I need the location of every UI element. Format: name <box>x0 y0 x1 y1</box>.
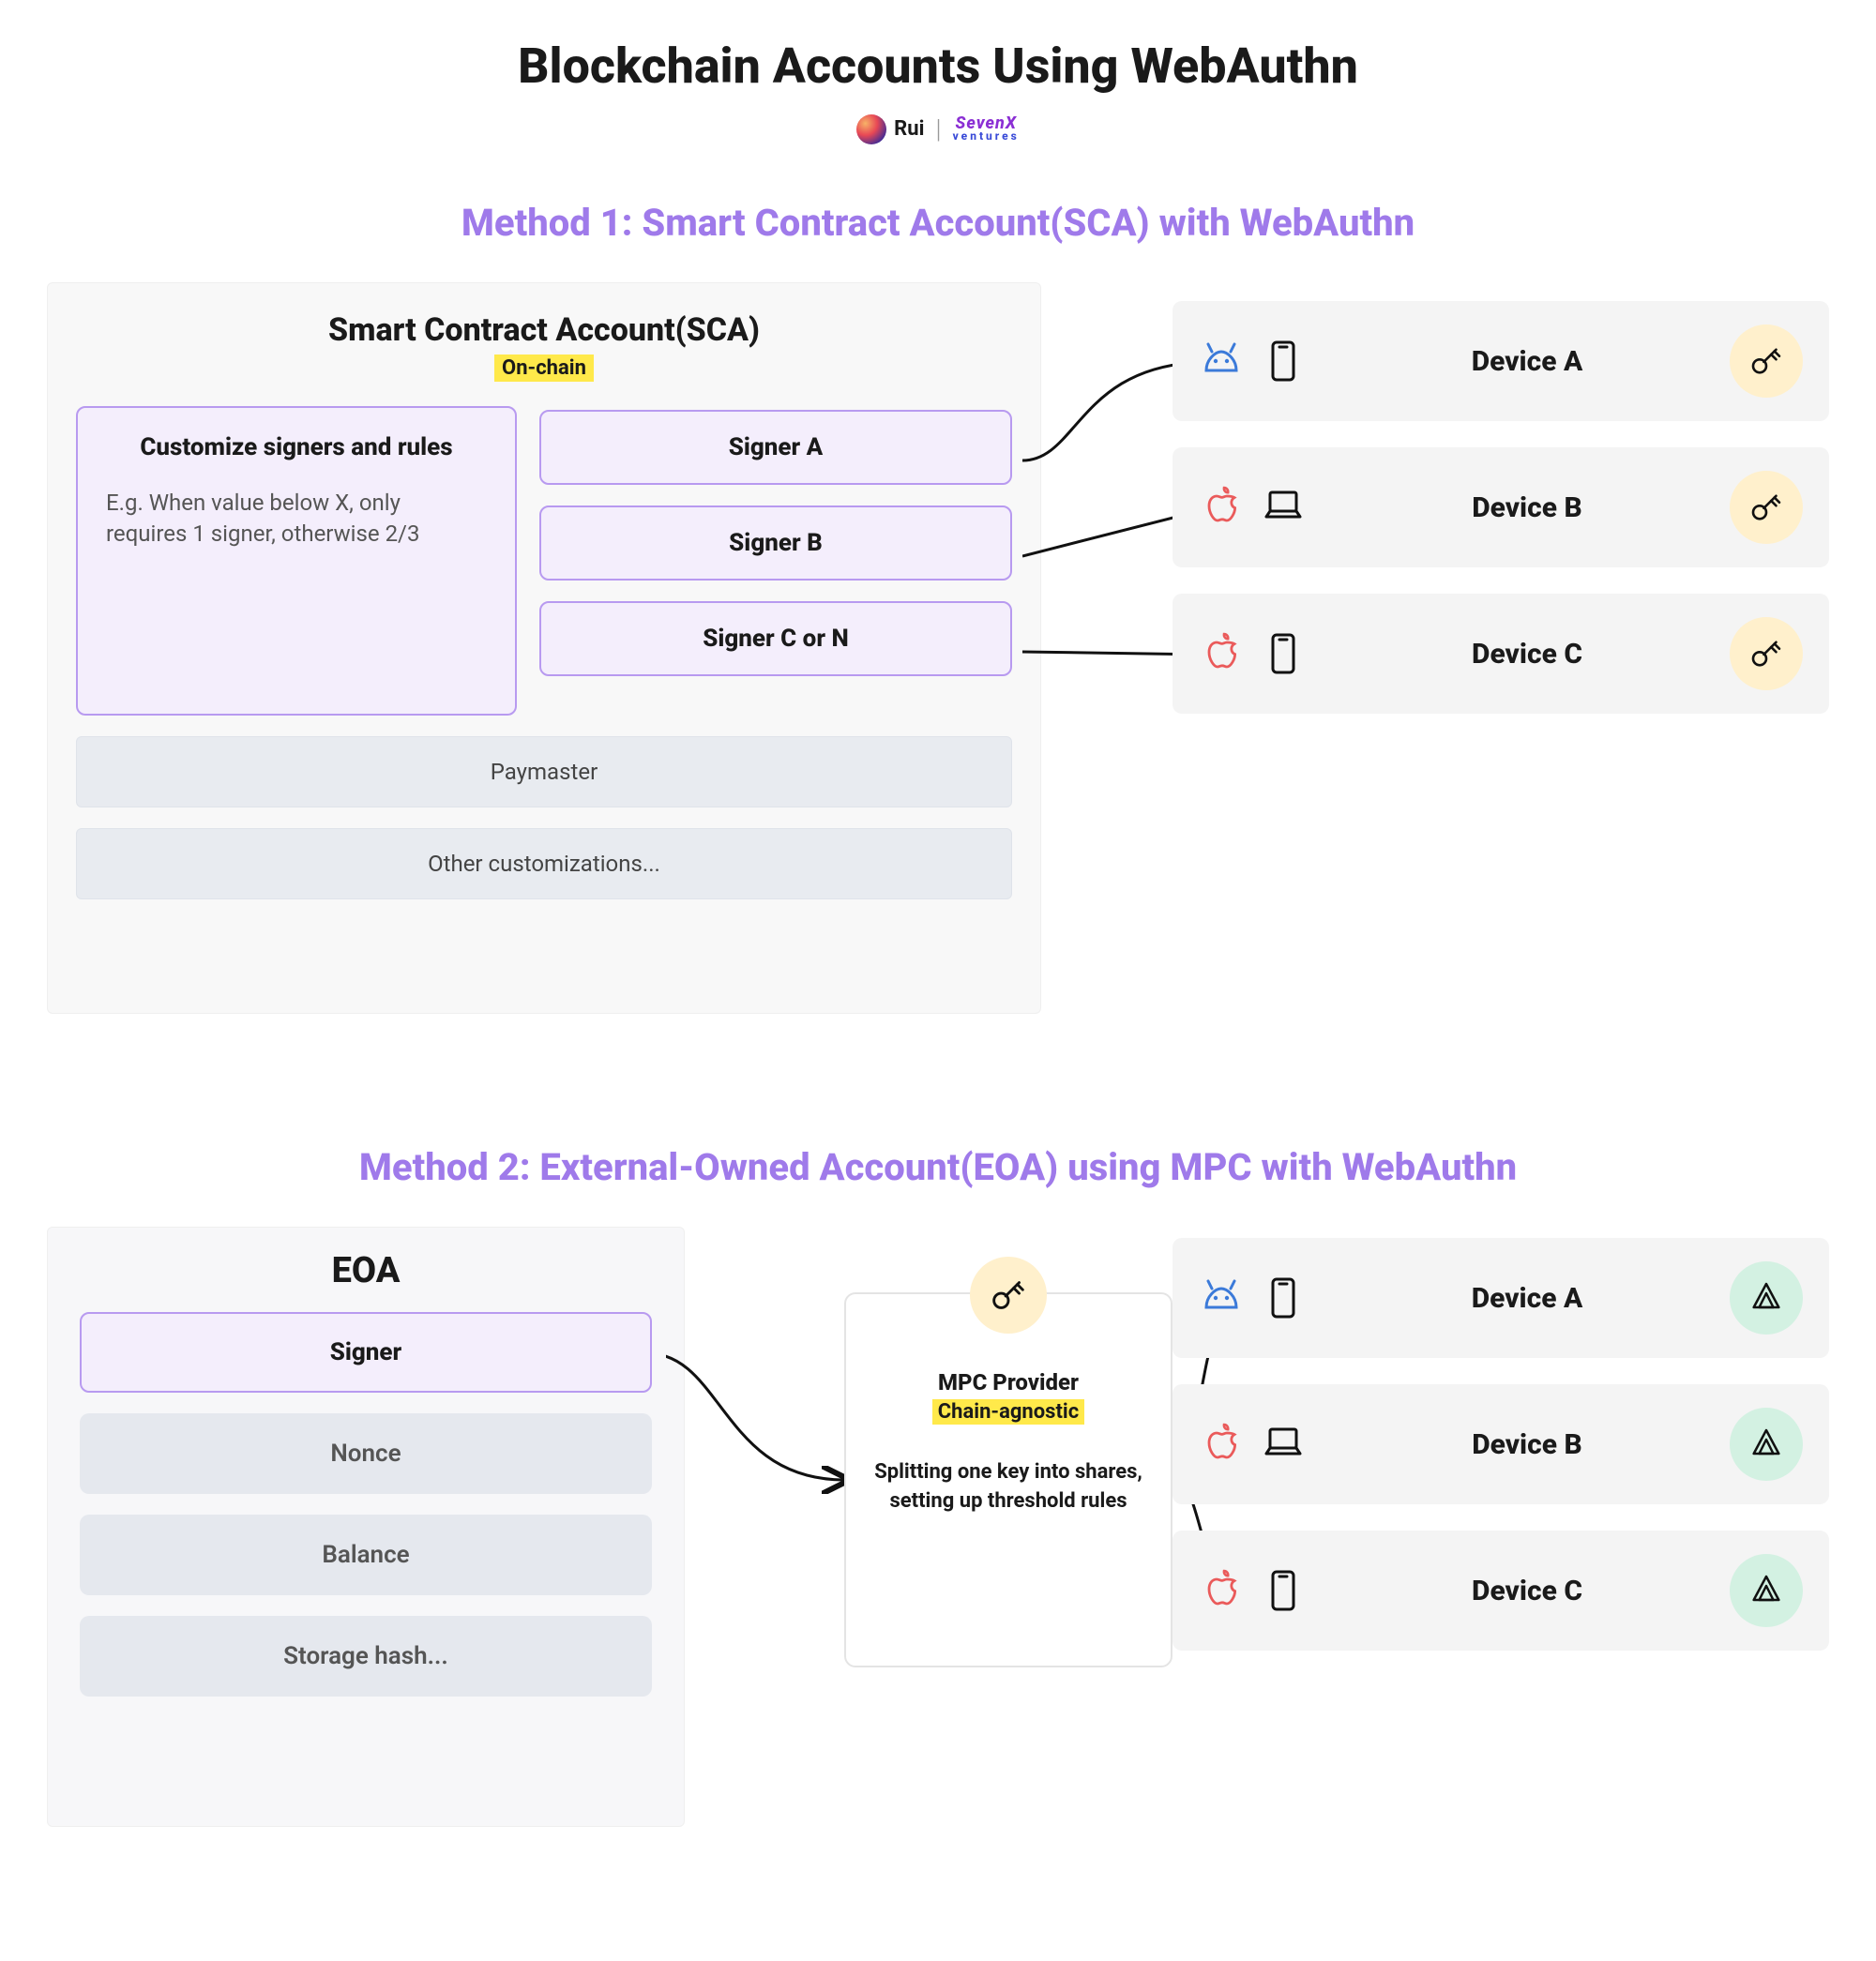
page-title: Blockchain Accounts Using WebAuthn <box>28 38 1848 95</box>
eoa-container: EOA Signer Nonce Balance Storage hash... <box>47 1227 685 1827</box>
key-badge-icon <box>1730 471 1803 544</box>
android-icon <box>1199 339 1244 384</box>
eoa-storagehash-box: Storage hash... <box>80 1616 652 1697</box>
device-a-label: Device A <box>1353 345 1702 378</box>
rules-box: Customize signers and rules E.g. When va… <box>76 406 517 716</box>
method2-devices: Device A Device B Device C <box>1172 1238 1829 1651</box>
device-c-box: Device C <box>1172 594 1829 714</box>
eoa-signer-box: Signer <box>80 1312 652 1393</box>
apple-icon <box>1199 1568 1244 1613</box>
byline-separator: | <box>935 113 941 144</box>
device-b-box: Device B <box>1172 1384 1829 1504</box>
sca-onchain-chip: On-chain <box>494 354 594 382</box>
shard-badge-icon <box>1730 1408 1803 1481</box>
eoa-to-mpc-arrow <box>666 1292 863 1499</box>
signer-b-box: Signer B <box>539 505 1012 581</box>
shard-badge-icon <box>1730 1554 1803 1627</box>
phone-icon <box>1261 1568 1306 1613</box>
author-name: Rui <box>894 117 924 141</box>
byline: Rui | SevenX ventures <box>28 113 1848 144</box>
apple-icon <box>1199 1422 1244 1467</box>
apple-icon <box>1199 485 1244 530</box>
eoa-title: EOA <box>80 1250 652 1291</box>
author-avatar-icon <box>856 114 886 144</box>
mpc-chain-agnostic-chip: Chain-agnostic <box>932 1399 1084 1425</box>
device-c-label: Device C <box>1353 638 1702 671</box>
method1-devices: Device A Device B Device C <box>1172 301 1829 714</box>
device-a-box: Device A <box>1172 1238 1829 1358</box>
org-logo: SevenX ventures <box>953 116 1020 142</box>
method1-diagram: Smart Contract Account(SCA) On-chain Cus… <box>28 282 1848 1033</box>
signer-column: Signer A Signer B Signer C or N <box>539 406 1012 716</box>
rules-title: Customize signers and rules <box>106 432 487 463</box>
sca-title: Smart Contract Account(SCA) <box>76 311 1012 349</box>
shard-badge-icon <box>1730 1261 1803 1335</box>
android-icon <box>1199 1275 1244 1320</box>
key-badge-icon <box>1730 324 1803 398</box>
laptop-icon <box>1261 485 1306 530</box>
device-b-box: Device B <box>1172 447 1829 567</box>
device-a-box: Device A <box>1172 301 1829 421</box>
eoa-balance-box: Balance <box>80 1515 652 1595</box>
device-b-label: Device B <box>1353 491 1702 524</box>
mpc-title: MPC Provider <box>870 1369 1146 1395</box>
device-b-label: Device B <box>1353 1428 1702 1461</box>
rules-body: E.g. When value below X, only requires 1… <box>106 488 487 551</box>
laptop-icon <box>1261 1422 1306 1467</box>
eoa-nonce-box: Nonce <box>80 1413 652 1494</box>
other-custom-box: Other customizations... <box>76 828 1012 899</box>
phone-icon <box>1261 339 1306 384</box>
device-a-label: Device A <box>1353 1282 1702 1315</box>
paymaster-box: Paymaster <box>76 736 1012 807</box>
mpc-key-icon <box>970 1257 1047 1334</box>
signer-a-box: Signer A <box>539 410 1012 485</box>
method2-heading: Method 2: External-Owned Account(EOA) us… <box>28 1145 1848 1189</box>
phone-icon <box>1261 1275 1306 1320</box>
signer-c-box: Signer C or N <box>539 601 1012 676</box>
phone-icon <box>1261 631 1306 676</box>
key-badge-icon <box>1730 617 1803 690</box>
method2-diagram: EOA Signer Nonce Balance Storage hash...… <box>28 1227 1848 1864</box>
mpc-body: Splitting one key into shares, setting u… <box>870 1458 1146 1516</box>
device-c-box: Device C <box>1172 1531 1829 1651</box>
sca-container: Smart Contract Account(SCA) On-chain Cus… <box>47 282 1041 1014</box>
device-c-label: Device C <box>1353 1575 1702 1607</box>
method1-heading: Method 1: Smart Contract Account(SCA) wi… <box>28 201 1848 245</box>
apple-icon <box>1199 631 1244 676</box>
mpc-provider-box: MPC Provider Chain-agnostic Splitting on… <box>844 1292 1172 1667</box>
